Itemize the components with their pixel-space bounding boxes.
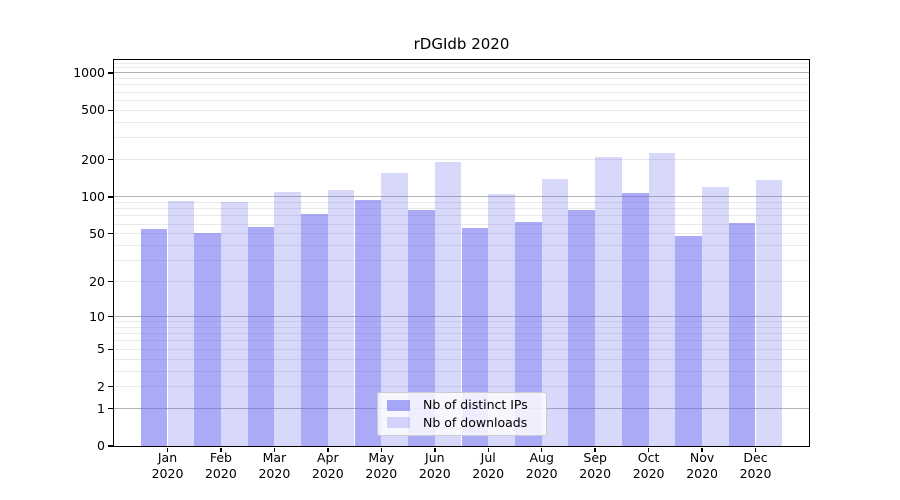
y-tick-label: 10: [89, 308, 105, 324]
y-tick-mark: [108, 348, 113, 350]
minor-gridline: [114, 84, 809, 86]
bar-nb-of-distinct-ips-apr: [301, 214, 328, 446]
minor-gridline: [114, 62, 809, 64]
y-tick-mark: [108, 407, 113, 410]
y-tick-mark: [108, 445, 113, 447]
legend-item-downloads: Nb of downloads: [387, 414, 537, 430]
legend-swatch-downloads: [387, 417, 410, 429]
minor-gridline: [114, 99, 809, 101]
bar-nb-of-distinct-ips-feb: [194, 232, 221, 446]
y-tick-label: 500: [81, 102, 105, 118]
x-tick-mark: [487, 447, 489, 452]
minor-gridline: [114, 109, 809, 111]
x-tick-label: Sep 2020: [579, 450, 612, 481]
x-tick-label: Jan 2020: [151, 450, 184, 481]
x-tick-mark: [166, 447, 169, 452]
x-tick-label: Feb 2020: [204, 450, 237, 481]
bar-nb-of-distinct-ips-dec: [728, 223, 756, 446]
bar-nb-of-downloads-oct: [648, 153, 676, 446]
x-tick-mark: [594, 447, 596, 452]
bar-nb-of-downloads-dec: [755, 179, 783, 446]
bar-nb-of-distinct-ips-jan: [140, 228, 168, 446]
legend-item-distinct-ips: Nb of distinct IPs: [387, 398, 537, 412]
y-tick-label: 100: [81, 188, 105, 204]
y-tick-label: 0: [97, 438, 105, 453]
x-tick-label: Apr 2020: [311, 450, 344, 481]
minor-gridline: [114, 121, 809, 123]
y-tick-label: 200: [81, 151, 105, 167]
y-tick-mark: [108, 109, 113, 111]
chart-title: rDGIdb 2020: [413, 35, 510, 53]
y-tick-mark: [108, 196, 113, 198]
y-tick-label: 2: [97, 378, 105, 394]
minor-gridline: [114, 78, 809, 80]
x-tick-mark: [327, 447, 329, 452]
minor-gridline: [114, 208, 809, 210]
bar-nb-of-distinct-ips-may: [354, 200, 382, 446]
minor-gridline: [114, 67, 809, 69]
x-tick-mark: [540, 447, 543, 452]
minor-gridline: [114, 223, 809, 225]
x-tick-label: Jul 2020: [472, 450, 505, 481]
y-tick-mark: [108, 232, 113, 235]
bar-nb-of-downloads-sep: [595, 157, 622, 446]
bar-nb-of-downloads-mar: [274, 191, 302, 446]
major-gridline: [114, 196, 809, 198]
minor-gridline: [114, 91, 809, 93]
bar-nb-of-downloads-jan: [167, 201, 195, 446]
y-tick-label: 5: [97, 341, 105, 357]
legend-swatch-distinct-ips: [387, 399, 410, 411]
minor-gridline: [114, 201, 809, 203]
x-tick-label: Aug 2020: [525, 450, 558, 481]
minor-gridline: [114, 137, 809, 139]
x-tick-label: Dec 2020: [739, 450, 772, 481]
y-tick-label: 1: [97, 400, 105, 416]
legend-label-downloads: Nb of downloads: [423, 414, 528, 430]
x-tick-label: Jun 2020: [418, 450, 451, 481]
x-tick-label: Nov 2020: [686, 450, 718, 481]
bar-nb-of-distinct-ips-nov: [675, 235, 702, 446]
legend: Nb of distinct IPs Nb of downloads: [377, 392, 547, 436]
major-gridline: [114, 72, 809, 74]
legend-label-distinct-ips: Nb of distinct IPs: [423, 397, 528, 413]
x-tick-label: Mar 2020: [258, 450, 291, 481]
bar-nb-of-distinct-ips-oct: [621, 192, 649, 446]
bar-nb-of-downloads-feb: [220, 202, 248, 446]
y-tick-mark: [108, 385, 113, 388]
minor-gridline: [114, 159, 809, 161]
x-tick-mark: [434, 447, 436, 452]
x-tick-label: Oct 2020: [632, 450, 665, 481]
y-tick-mark: [108, 315, 113, 318]
x-tick-mark: [647, 447, 650, 452]
bar-nb-of-distinct-ips-sep: [568, 210, 596, 446]
y-tick-mark: [108, 280, 113, 283]
y-tick-label: 50: [89, 225, 105, 241]
y-tick-label: 1000: [73, 64, 105, 80]
x-tick-label: May 2020: [365, 450, 398, 481]
y-tick-mark: [108, 158, 113, 161]
x-tick-mark: [220, 447, 222, 452]
x-tick-mark: [380, 447, 383, 452]
y-tick-label: 20: [89, 273, 105, 289]
x-tick-mark: [273, 447, 276, 452]
bar-nb-of-distinct-ips-mar: [247, 226, 275, 446]
bar-nb-of-downloads-apr: [327, 189, 355, 446]
x-tick-mark: [701, 447, 703, 452]
minor-gridline: [114, 215, 809, 217]
x-tick-mark: [754, 447, 757, 452]
bar-nb-of-downloads-nov: [702, 187, 729, 446]
y-tick-mark: [108, 72, 113, 74]
